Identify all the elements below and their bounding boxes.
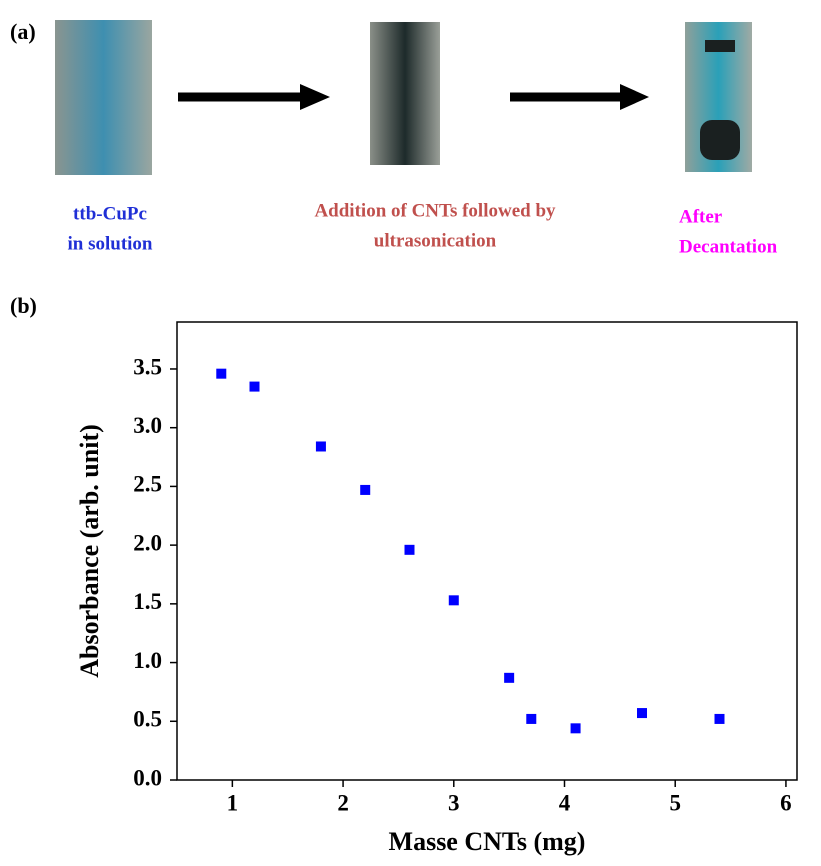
plot-frame [176,321,798,781]
arrow [178,84,330,110]
x-tick-label: 1 [227,790,239,815]
arrow [510,84,649,110]
y-tick-label: 2.0 [133,530,162,555]
y-tick-label: 3.5 [133,354,162,379]
photo-tube [55,20,152,175]
point [637,708,647,719]
panel-label: (b) [10,293,37,318]
panel-label: (a) [10,19,36,44]
point [216,368,227,379]
x-tick-label: 6 [780,790,792,815]
caption: ultrasonication [374,230,497,251]
x-tick-label: 2 [337,790,349,815]
point [526,713,537,724]
caption: ttb-CuPc [73,203,147,224]
point [360,484,371,495]
photo-detail [705,40,735,52]
point [315,441,326,452]
photo-tube [370,22,440,165]
x-tick-label: 3 [448,790,460,815]
photo-detail [700,120,740,160]
y-tick-label: 0.0 [133,765,162,790]
x-axis-title: Masse CNTs (mg) [389,827,586,856]
y-tick-label: 1.0 [133,648,162,673]
x-tick-label: 5 [669,790,681,815]
caption: After [679,206,723,227]
point [404,544,415,555]
y-tick-label: 3.0 [133,413,162,438]
point [714,713,725,724]
point [448,595,459,606]
point [249,381,260,392]
y-axis-title: Absorbance (arb. unit) [75,424,104,678]
y-tick-label: 0.5 [133,707,162,732]
caption: in solution [67,233,152,254]
x-tick-label: 4 [559,790,571,815]
y-tick-label: 2.5 [133,472,162,497]
caption: Decantation [679,236,778,257]
point [570,723,581,734]
point [504,672,515,683]
caption: Addition of CNTs followed by [314,200,556,221]
y-tick-label: 1.5 [133,589,162,614]
